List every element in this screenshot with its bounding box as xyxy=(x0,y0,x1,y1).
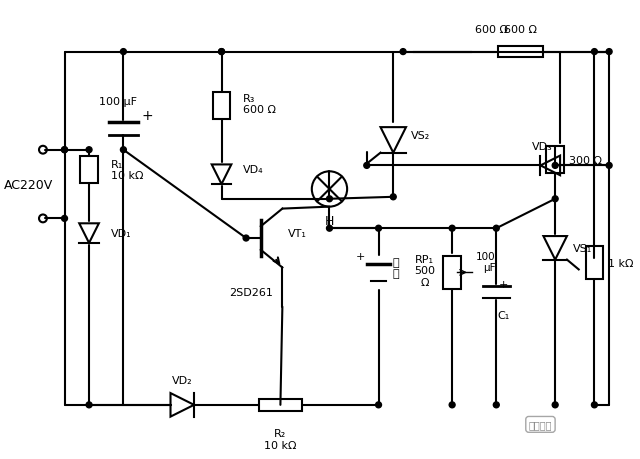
Text: AC220V: AC220V xyxy=(4,178,53,191)
Circle shape xyxy=(61,216,67,222)
Bar xyxy=(259,399,302,411)
Circle shape xyxy=(493,226,499,232)
Circle shape xyxy=(364,163,370,169)
Circle shape xyxy=(606,50,612,56)
Circle shape xyxy=(400,50,406,56)
Text: +: + xyxy=(141,109,153,123)
Text: R₃
600 Ω: R₃ 600 Ω xyxy=(243,94,276,115)
Text: 100 μF: 100 μF xyxy=(99,96,138,106)
Circle shape xyxy=(591,50,597,56)
Circle shape xyxy=(86,147,92,153)
Circle shape xyxy=(552,196,558,202)
Text: H: H xyxy=(324,215,334,228)
Text: VD₃: VD₃ xyxy=(532,141,553,151)
Circle shape xyxy=(591,402,597,408)
Circle shape xyxy=(120,147,126,153)
Text: VS₁: VS₁ xyxy=(573,243,592,253)
Text: 2SD261: 2SD261 xyxy=(229,287,273,297)
Circle shape xyxy=(120,50,126,56)
Text: +: + xyxy=(355,251,365,261)
Circle shape xyxy=(219,50,225,56)
Circle shape xyxy=(326,226,332,232)
Circle shape xyxy=(376,402,381,408)
Text: VT₁: VT₁ xyxy=(288,229,307,239)
Text: RP₁
500
Ω: RP₁ 500 Ω xyxy=(414,254,435,287)
Bar xyxy=(444,256,461,290)
Circle shape xyxy=(376,226,381,232)
Text: VS₂: VS₂ xyxy=(411,131,430,140)
Bar xyxy=(80,156,98,184)
Circle shape xyxy=(326,196,332,202)
Bar xyxy=(499,46,543,58)
Text: 悟空问答: 悟空问答 xyxy=(529,420,552,430)
Circle shape xyxy=(219,50,225,56)
Circle shape xyxy=(552,163,558,169)
Circle shape xyxy=(61,147,67,153)
Circle shape xyxy=(606,163,612,169)
Circle shape xyxy=(86,402,92,408)
Text: R₂
10 kΩ: R₂ 10 kΩ xyxy=(264,428,297,450)
Text: +: + xyxy=(499,280,509,290)
Text: 600 Ω: 600 Ω xyxy=(475,25,508,35)
Circle shape xyxy=(390,195,396,200)
Text: 600 Ω: 600 Ω xyxy=(504,25,538,35)
Circle shape xyxy=(449,226,455,232)
Circle shape xyxy=(552,402,558,408)
Circle shape xyxy=(243,235,249,241)
Text: 电
池: 电 池 xyxy=(392,257,399,279)
Circle shape xyxy=(493,402,499,408)
Text: VD₁: VD₁ xyxy=(111,229,131,239)
Text: 1 kΩ: 1 kΩ xyxy=(608,258,634,268)
Bar xyxy=(586,246,604,280)
Text: R₁
10 kΩ: R₁ 10 kΩ xyxy=(111,159,143,181)
Text: VD₂: VD₂ xyxy=(172,375,193,386)
Circle shape xyxy=(449,402,455,408)
Text: 100
μF: 100 μF xyxy=(476,251,495,273)
Bar xyxy=(547,146,564,174)
Text: C₁: C₁ xyxy=(497,310,509,320)
Text: 300 Ω: 300 Ω xyxy=(569,155,602,165)
Bar xyxy=(212,93,230,120)
Circle shape xyxy=(61,147,67,153)
Text: VD₄: VD₄ xyxy=(243,165,264,175)
